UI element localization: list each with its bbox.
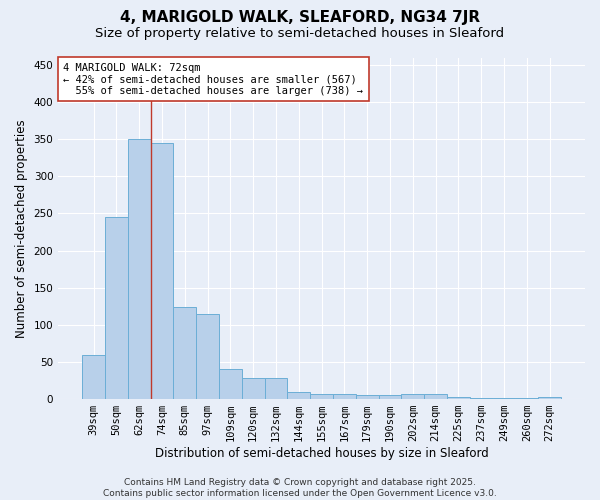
Bar <box>447 397 470 399</box>
Bar <box>219 370 242 399</box>
Bar <box>515 398 538 399</box>
Bar <box>151 143 173 399</box>
Text: Size of property relative to semi-detached houses in Sleaford: Size of property relative to semi-detach… <box>95 28 505 40</box>
Bar <box>287 392 310 399</box>
Bar <box>379 394 401 399</box>
Text: 4, MARIGOLD WALK, SLEAFORD, NG34 7JR: 4, MARIGOLD WALK, SLEAFORD, NG34 7JR <box>120 10 480 25</box>
Y-axis label: Number of semi-detached properties: Number of semi-detached properties <box>15 119 28 338</box>
Bar <box>424 394 447 399</box>
Bar <box>470 398 493 399</box>
Bar <box>493 398 515 399</box>
Bar <box>82 354 105 399</box>
Text: Contains HM Land Registry data © Crown copyright and database right 2025.
Contai: Contains HM Land Registry data © Crown c… <box>103 478 497 498</box>
X-axis label: Distribution of semi-detached houses by size in Sleaford: Distribution of semi-detached houses by … <box>155 447 488 460</box>
Bar <box>242 378 265 399</box>
Bar <box>105 217 128 399</box>
Bar <box>128 139 151 399</box>
Bar <box>265 378 287 399</box>
Bar <box>333 394 356 399</box>
Text: 4 MARIGOLD WALK: 72sqm
← 42% of semi-detached houses are smaller (567)
  55% of : 4 MARIGOLD WALK: 72sqm ← 42% of semi-det… <box>64 62 364 96</box>
Bar <box>173 307 196 399</box>
Bar <box>538 397 561 399</box>
Bar <box>196 314 219 399</box>
Bar <box>356 394 379 399</box>
Bar <box>401 394 424 399</box>
Bar <box>310 394 333 399</box>
